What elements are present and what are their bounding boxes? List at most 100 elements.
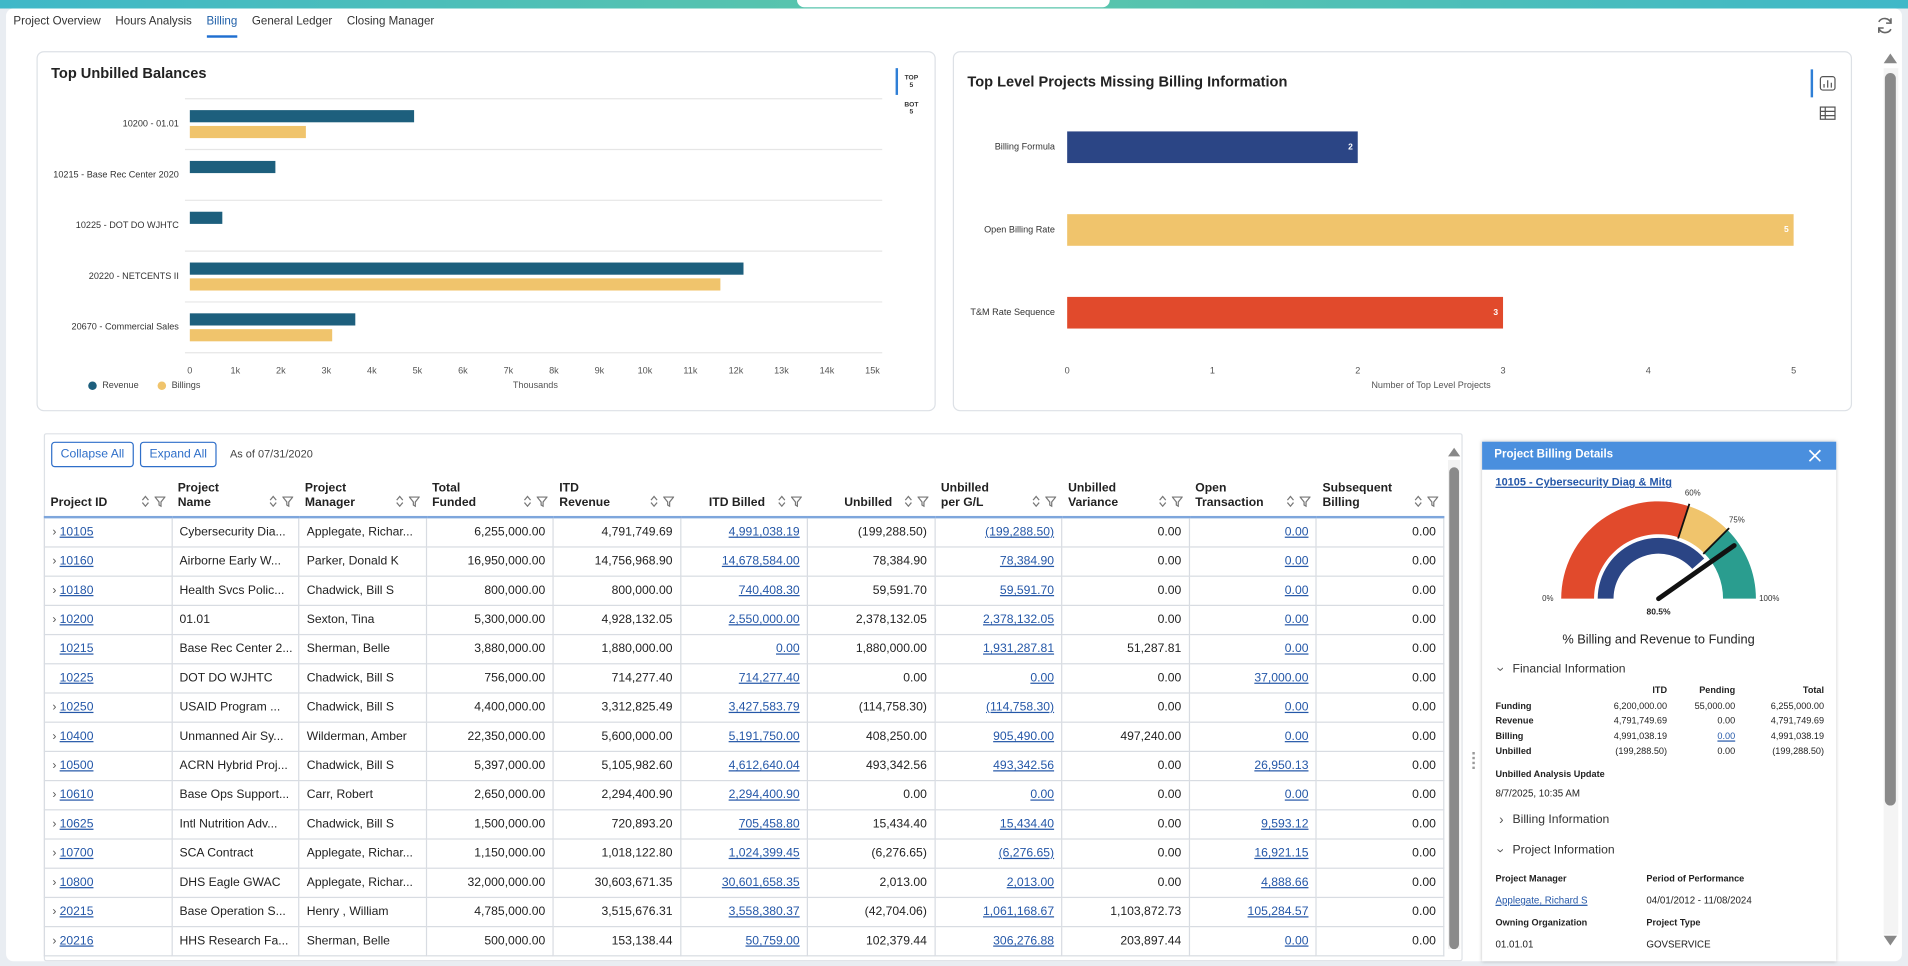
filter-icon[interactable]: [1426, 496, 1439, 511]
cell-link[interactable]: 905,490.00: [993, 730, 1055, 744]
row-expander[interactable]: ›: [52, 846, 57, 861]
cell-link[interactable]: 0.00: [1284, 525, 1309, 540]
column-header[interactable]: Unbilled: [807, 468, 935, 519]
toggle-option[interactable]: 5: [910, 82, 914, 89]
row-expander[interactable]: ›: [52, 700, 57, 715]
filter-icon[interactable]: [408, 496, 421, 511]
row-expander[interactable]: ›: [52, 934, 57, 948]
cell-link[interactable]: (6,276.65): [998, 846, 1055, 861]
page-scroll-up[interactable]: [1882, 52, 1898, 64]
column-header[interactable]: Project ID: [44, 468, 172, 519]
cell-link[interactable]: 0.00: [1284, 730, 1309, 744]
filter-icon[interactable]: [281, 496, 294, 511]
cell-link[interactable]: 26,950.13: [1254, 759, 1309, 773]
cell-link[interactable]: 10800: [59, 876, 94, 890]
cell-link[interactable]: 10200: [59, 613, 94, 627]
cell-link[interactable]: (199,288.50): [985, 525, 1055, 540]
cell-link[interactable]: 306,276.88: [993, 934, 1055, 948]
filter-icon[interactable]: [789, 496, 803, 511]
cell-link[interactable]: 4,888.66: [1261, 876, 1309, 890]
column-header[interactable]: ITD Revenue: [553, 468, 681, 519]
collapse-all-button[interactable]: Collapse All: [51, 441, 134, 468]
column-header[interactable]: Project Name: [171, 468, 299, 519]
cell-link[interactable]: 10105: [59, 525, 94, 540]
cell-link[interactable]: 714,277.40: [738, 671, 800, 686]
expand-all-button[interactable]: Expand All: [139, 441, 217, 468]
splitter[interactable]: [1472, 752, 1477, 770]
cell-link[interactable]: 10500: [59, 759, 94, 773]
row-expander[interactable]: ›: [52, 876, 57, 890]
section-chevron[interactable]: ›: [1492, 667, 1508, 672]
cell-link[interactable]: 10180: [59, 584, 94, 598]
cell-link[interactable]: 493,342.56: [993, 759, 1055, 773]
toggle-option[interactable]: 5: [910, 109, 914, 116]
toggle-option[interactable]: BOT: [904, 101, 919, 108]
sort-icon[interactable]: [141, 495, 150, 511]
section-chevron[interactable]: ›: [1492, 848, 1508, 853]
cell-link[interactable]: 0.00: [1284, 584, 1309, 598]
sort-icon[interactable]: [1286, 495, 1295, 511]
cell-link[interactable]: 2,294,400.90: [728, 788, 800, 802]
project-link[interactable]: 10105 - Cybersecurity Diag & Mitg: [1495, 475, 1673, 488]
row-expander[interactable]: ›: [52, 817, 57, 832]
row-expander[interactable]: ›: [52, 730, 57, 744]
sort-icon[interactable]: [268, 495, 277, 511]
cell-link[interactable]: 10160: [59, 554, 94, 569]
sort-icon[interactable]: [777, 495, 786, 511]
cell-link[interactable]: 3,558,380.37: [728, 905, 800, 919]
cell-link[interactable]: 0.00: [1030, 788, 1055, 802]
sort-icon[interactable]: [1413, 495, 1422, 511]
cell-link[interactable]: 0.00: [1284, 700, 1309, 715]
fin-value[interactable]: 0.00: [1717, 730, 1736, 742]
section-chevron[interactable]: ›: [1499, 812, 1504, 828]
filter-icon[interactable]: [662, 496, 675, 511]
cell-link[interactable]: 0.00: [1284, 788, 1309, 802]
column-header[interactable]: ITD Billed: [680, 468, 808, 519]
column-header[interactable]: Open Transaction: [1189, 468, 1317, 519]
row-expander[interactable]: ›: [52, 759, 57, 773]
cell-link[interactable]: 10215: [59, 642, 94, 656]
column-header[interactable]: Subsequent Billing: [1316, 468, 1444, 519]
row-expander[interactable]: ›: [52, 584, 57, 598]
column-header[interactable]: Total Funded: [426, 468, 554, 519]
toggle-option[interactable]: TOP: [905, 75, 919, 82]
cell-link[interactable]: 5,191,750.00: [728, 730, 800, 744]
cell-link[interactable]: 37,000.00: [1254, 671, 1309, 686]
filter-icon[interactable]: [1044, 496, 1057, 511]
cell-link[interactable]: 105,284.57: [1247, 905, 1309, 919]
cell-link[interactable]: 3,427,583.79: [728, 700, 800, 715]
cell-link[interactable]: (114,758.30): [985, 700, 1055, 715]
cell-link[interactable]: 1,061,168.67: [983, 905, 1055, 919]
sort-icon[interactable]: [1032, 495, 1041, 511]
cell-link[interactable]: 2,013.00: [1006, 876, 1055, 890]
cell-link[interactable]: 4,991,038.19: [728, 525, 800, 540]
cell-link[interactable]: 4,612,640.04: [728, 759, 800, 773]
cell-link[interactable]: 0.00: [1284, 613, 1309, 627]
sort-icon[interactable]: [396, 495, 405, 511]
cell-link[interactable]: 0.00: [1284, 554, 1309, 569]
row-expander[interactable]: ›: [52, 905, 57, 919]
cell-link[interactable]: 59,591.70: [999, 584, 1055, 598]
cell-link[interactable]: 10625: [59, 817, 94, 832]
cell-link[interactable]: 14,678,584.00: [721, 554, 800, 569]
sort-icon[interactable]: [904, 495, 913, 511]
cell-link[interactable]: 1,931,287.81: [983, 642, 1055, 656]
close-button[interactable]: [1808, 449, 1821, 462]
row-expander[interactable]: ›: [52, 613, 57, 627]
field-value[interactable]: Applegate, Richard S: [1495, 894, 1588, 906]
refresh-icon[interactable]: [1875, 16, 1894, 35]
cell-link[interactable]: 10400: [59, 730, 94, 744]
cell-link[interactable]: 10700: [59, 846, 94, 861]
table-scroll-up[interactable]: [1447, 445, 1462, 457]
cell-link[interactable]: 1,024,399.45: [728, 846, 800, 861]
table-scroll-thumb[interactable]: [1449, 467, 1459, 950]
row-expander[interactable]: ›: [52, 554, 57, 569]
cell-link[interactable]: 0.00: [1284, 934, 1309, 948]
cell-link[interactable]: 9,593.12: [1261, 817, 1309, 832]
sort-icon[interactable]: [650, 495, 659, 511]
cell-link[interactable]: 16,921.15: [1254, 846, 1309, 861]
cell-link[interactable]: 20215: [59, 905, 94, 919]
filter-icon[interactable]: [535, 496, 548, 511]
cell-link[interactable]: 0.00: [1284, 642, 1309, 656]
cell-link[interactable]: 10250: [59, 700, 94, 715]
